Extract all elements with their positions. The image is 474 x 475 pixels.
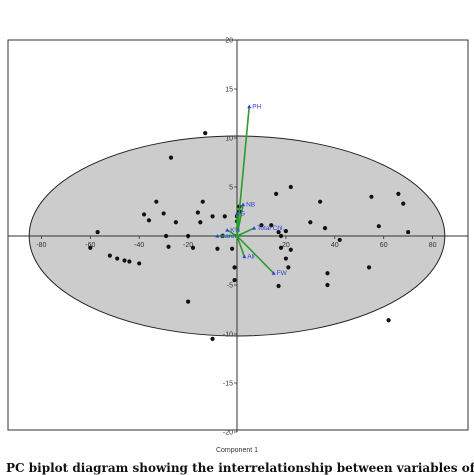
loading-label: Total Chl. (257, 225, 284, 232)
score-point (198, 220, 203, 225)
score-point (286, 265, 291, 270)
score-point (154, 199, 159, 204)
x-tick-label: -80 (36, 242, 46, 249)
score-point (283, 256, 288, 261)
score-point (232, 278, 237, 283)
x-tick-label: 80 (429, 242, 437, 249)
score-point (288, 247, 293, 252)
score-point (146, 218, 152, 223)
score-point (190, 245, 196, 250)
loading-vector (236, 227, 255, 237)
score-point (406, 229, 411, 235)
loading-arrowhead (247, 104, 252, 109)
score-point (369, 194, 374, 199)
score-point (222, 214, 227, 219)
x-tick-label: -60 (85, 242, 95, 249)
y-tick-label: -5 (227, 283, 233, 290)
x-tick-label: -40 (134, 242, 144, 249)
x-tick-label: 60 (380, 242, 388, 249)
score-point (186, 299, 191, 304)
loading-label: All (247, 254, 255, 261)
score-point (166, 244, 171, 249)
score-points (88, 131, 411, 341)
score-point (274, 191, 279, 196)
loading-arrowhead (235, 211, 239, 215)
score-point (203, 131, 208, 136)
y-tick-label: -15 (223, 381, 233, 388)
score-point (337, 237, 342, 243)
loading-label: G (240, 210, 245, 217)
score-point (210, 214, 215, 219)
score-point (107, 253, 112, 258)
y-tick-label: 15 (225, 87, 233, 94)
score-point (318, 199, 323, 204)
loading-arrowhead (225, 228, 230, 232)
score-point (115, 256, 120, 261)
x-axis-label: Component 1 (216, 447, 258, 454)
score-point (210, 336, 215, 341)
loading-arrowhead (241, 202, 246, 207)
loading-vector (236, 204, 244, 237)
loading-label: FW (277, 270, 288, 277)
score-point (325, 271, 330, 276)
score-point (173, 220, 178, 225)
loading-vector (236, 106, 251, 237)
score-point (259, 223, 264, 228)
score-point (322, 226, 328, 231)
y-tick-labels: 20 15 10 5 -5 -10 -15 -20 (223, 38, 237, 437)
score-point (283, 229, 288, 234)
score-point (141, 212, 147, 217)
y-tick-label: 10 (225, 136, 233, 143)
score-point (137, 261, 142, 266)
score-point (195, 210, 200, 215)
loading-label: Carot. (220, 233, 238, 240)
score-point (396, 191, 401, 196)
y-tick-label: 20 (225, 38, 233, 45)
loading-label: PH (252, 104, 261, 111)
score-point (161, 211, 166, 216)
score-point (386, 318, 391, 323)
y-tick-label: 5 (229, 185, 233, 192)
y-tick-label: -10 (223, 332, 233, 339)
y-tick-label: -20 (223, 430, 233, 437)
score-point (215, 246, 220, 251)
score-point (308, 220, 313, 225)
score-point (163, 233, 169, 239)
score-point (288, 184, 293, 190)
score-point (88, 245, 93, 250)
loading-vector (236, 235, 275, 274)
score-point (276, 283, 281, 289)
score-point (232, 265, 237, 270)
score-point (186, 233, 191, 239)
x-tick-label: -20 (183, 242, 193, 249)
score-point (122, 258, 127, 263)
score-point (95, 229, 100, 235)
score-point (276, 229, 281, 235)
x-tick-label: 20 (282, 242, 290, 249)
score-point (168, 155, 174, 160)
x-tick-label: 40 (331, 242, 339, 249)
score-point (269, 223, 274, 228)
figure-caption: PC biplot diagram showing the interrelat… (6, 461, 474, 475)
loading-label: NB (246, 202, 255, 209)
loading-arrowhead (215, 234, 220, 238)
score-point (401, 201, 406, 206)
loading-arrowhead (271, 271, 276, 275)
loading-vectors: PH NBG Total Chl. K%Carot. All FW (215, 104, 288, 277)
score-point (366, 265, 372, 270)
loading-arrowhead (242, 254, 247, 259)
loading-arrowhead (252, 226, 257, 230)
score-point (278, 245, 284, 250)
score-point (278, 233, 284, 239)
score-point (376, 224, 381, 229)
score-point (200, 199, 205, 204)
score-point (230, 246, 235, 251)
score-point (127, 259, 132, 264)
loading-vector (236, 235, 246, 257)
loading-label: K% (230, 227, 240, 234)
score-point (325, 282, 330, 288)
